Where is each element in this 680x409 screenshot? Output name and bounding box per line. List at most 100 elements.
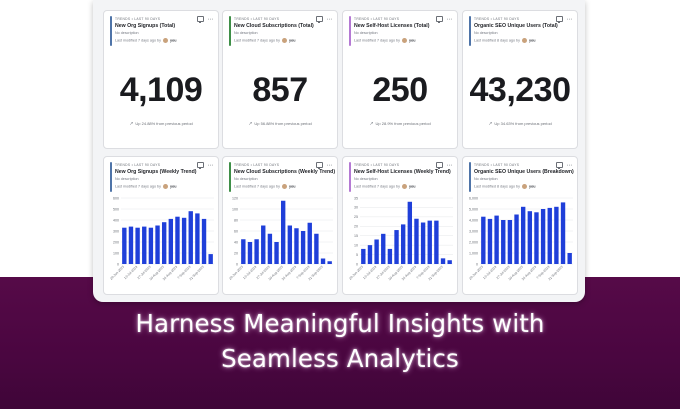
metric-change-text: Up 24.88% from previous period — [135, 121, 193, 126]
chart-bar — [155, 225, 160, 264]
chat-bubble-icon[interactable] — [435, 16, 443, 23]
chart-bar — [175, 216, 180, 264]
y-tick-label: 5,000 — [469, 207, 478, 211]
card-modified: Last modified 8 days ago by you — [474, 38, 536, 43]
chat-bubble-icon[interactable] — [196, 162, 204, 169]
metric-change-text: Up 34.63% from previous period — [494, 121, 552, 126]
modified-text: Last modified 7 days ago by — [234, 184, 280, 189]
ellipsis-icon[interactable]: ··· — [207, 161, 214, 169]
modified-text: Last modified 8 days ago by — [474, 184, 520, 189]
bar-chart: 0510152025303529-Jun-202313-Jul-202327-J… — [348, 196, 453, 281]
metric-change: ↗ Up 28.9% from previous period — [343, 121, 457, 127]
chart-bar — [287, 225, 293, 264]
y-tick-label: 30 — [354, 206, 358, 210]
owner-name: you — [528, 184, 536, 189]
trend-up-icon: ↗ — [369, 121, 374, 127]
card-actions: ··· — [196, 161, 214, 169]
chart-card-organic-seo-users[interactable]: TRENDS • LAST 90 DAYS Organic SEO Unique… — [462, 156, 578, 295]
chart-bar — [447, 260, 452, 264]
card-modified: Last modified 7 days ago by you — [234, 38, 296, 43]
chart-bar — [501, 220, 506, 264]
card-title[interactable]: New Cloud Subscriptions (Total) — [234, 23, 314, 29]
chat-bubble-icon[interactable] — [555, 16, 563, 23]
ellipsis-icon[interactable]: ··· — [326, 161, 333, 169]
bar-chart: 02040608010012029-Jun-202313-Jul-202327-… — [228, 196, 333, 281]
card-title[interactable]: New Org Signups (Weekly Trend) — [115, 169, 197, 175]
y-tick-label: 2,000 — [469, 240, 478, 244]
metric-value: 4,109 — [119, 71, 203, 109]
y-tick-label: 0 — [236, 262, 238, 266]
chart-bar — [440, 258, 446, 264]
card-tag: TRENDS • LAST 90 DAYS — [354, 163, 400, 167]
chart-bar — [560, 202, 566, 264]
chat-bubble-icon[interactable] — [315, 16, 323, 23]
dashboard-screenshot: TRENDS • LAST 90 DAYS New Org Signups (T… — [93, 0, 585, 302]
card-actions: ··· — [315, 15, 333, 23]
owner-name: you — [528, 38, 536, 43]
card-header: TRENDS • LAST 90 DAYS New Cloud Subscrip… — [229, 161, 336, 192]
chart-bar — [267, 233, 273, 264]
card-title[interactable]: Organic SEO Unique Users (Breakdown) — [474, 169, 574, 175]
ellipsis-icon[interactable]: ··· — [566, 15, 573, 23]
number-card-self-host-licenses[interactable]: TRENDS • LAST 90 DAYS New Self-Host Lice… — [342, 10, 458, 149]
ellipsis-icon[interactable]: ··· — [446, 161, 453, 169]
y-tick-label: 400 — [113, 218, 119, 222]
chart-bar — [427, 220, 432, 264]
chart-bar — [374, 239, 379, 264]
card-accent — [229, 16, 231, 46]
chart-bar — [487, 218, 493, 264]
y-tick-label: 15 — [354, 234, 358, 238]
metric-change: ↗ Up 56.88% from previous period — [223, 121, 337, 127]
chart-bar — [168, 218, 174, 264]
chart-card-cloud-subscriptions[interactable]: TRENDS • LAST 90 DAYS New Cloud Subscrip… — [222, 156, 338, 295]
card-accent — [349, 16, 351, 46]
y-tick-label: 100 — [232, 207, 238, 211]
chart-bar — [367, 245, 373, 264]
card-title[interactable]: Organic SEO Unique Users (Total) — [474, 23, 558, 29]
number-card-cloud-subscriptions[interactable]: TRENDS • LAST 90 DAYS New Cloud Subscrip… — [222, 10, 338, 149]
ellipsis-icon[interactable]: ··· — [207, 15, 214, 23]
ellipsis-icon[interactable]: ··· — [326, 15, 333, 23]
chart-bar — [241, 239, 246, 264]
card-description: No description — [115, 177, 139, 181]
chart-bar — [481, 216, 486, 264]
card-description: No description — [474, 177, 498, 181]
card-header: TRENDS • LAST 90 DAYS New Org Signups (W… — [110, 162, 214, 192]
chart-bar — [520, 206, 526, 264]
ellipsis-icon[interactable]: ··· — [446, 15, 453, 23]
metric-change: ↗ Up 34.63% from previous period — [463, 121, 577, 127]
y-tick-label: 40 — [234, 240, 238, 244]
chart-bar — [387, 248, 393, 264]
number-card-organic-seo-users[interactable]: TRENDS • LAST 90 DAYS Organic SEO Unique… — [462, 10, 578, 149]
number-card-org-signups[interactable]: TRENDS • LAST 90 DAYS New Org Signups (T… — [103, 10, 219, 149]
y-tick-label: 300 — [113, 229, 119, 233]
card-modified: Last modified 7 days ago by you — [115, 38, 177, 43]
chat-bubble-icon[interactable] — [196, 16, 204, 23]
card-tag: TRENDS • LAST 90 DAYS — [115, 163, 161, 167]
chat-bubble-icon[interactable] — [555, 162, 563, 169]
avatar — [281, 38, 287, 43]
metric-value: 857 — [252, 71, 308, 109]
modified-text: Last modified 7 days ago by — [354, 184, 400, 189]
trend-up-icon: ↗ — [488, 121, 493, 127]
chart-bar — [208, 254, 213, 264]
chart-card-self-host-licenses[interactable]: TRENDS • LAST 90 DAYS New Self-Host Lice… — [342, 156, 458, 295]
card-title[interactable]: New Cloud Subscriptions (Weekly Trend) — [234, 169, 336, 175]
y-tick-label: 120 — [232, 196, 238, 200]
chart-bar — [201, 218, 207, 264]
ellipsis-icon[interactable]: ··· — [566, 161, 573, 169]
card-title[interactable]: New Self-Host Licenses (Weekly Trend) — [354, 169, 451, 175]
banner-headline: Harness Meaningful Insights with Seamles… — [0, 306, 680, 376]
chat-bubble-icon[interactable] — [315, 162, 323, 169]
card-title[interactable]: New Org Signups (Total) — [115, 23, 176, 29]
chart-bar — [247, 242, 253, 264]
card-title[interactable]: New Self-Host Licenses (Total) — [354, 23, 430, 29]
chart-card-org-signups[interactable]: TRENDS • LAST 90 DAYS New Org Signups (W… — [103, 156, 219, 295]
card-actions: ··· — [555, 161, 573, 169]
card-description: No description — [354, 177, 378, 181]
avatar — [281, 184, 287, 189]
chat-bubble-icon[interactable] — [435, 162, 443, 169]
chart-bar — [128, 226, 134, 264]
card-description: No description — [115, 31, 139, 35]
chart-bar — [434, 220, 439, 264]
